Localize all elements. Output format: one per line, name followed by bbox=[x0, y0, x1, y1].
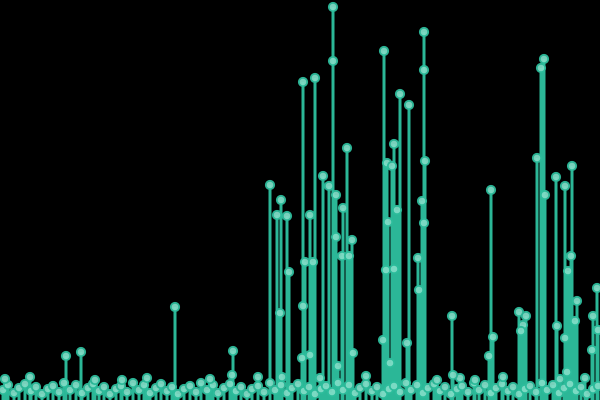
stem-chart-figure bbox=[0, 0, 600, 400]
stem-plot-canvas bbox=[0, 0, 600, 400]
